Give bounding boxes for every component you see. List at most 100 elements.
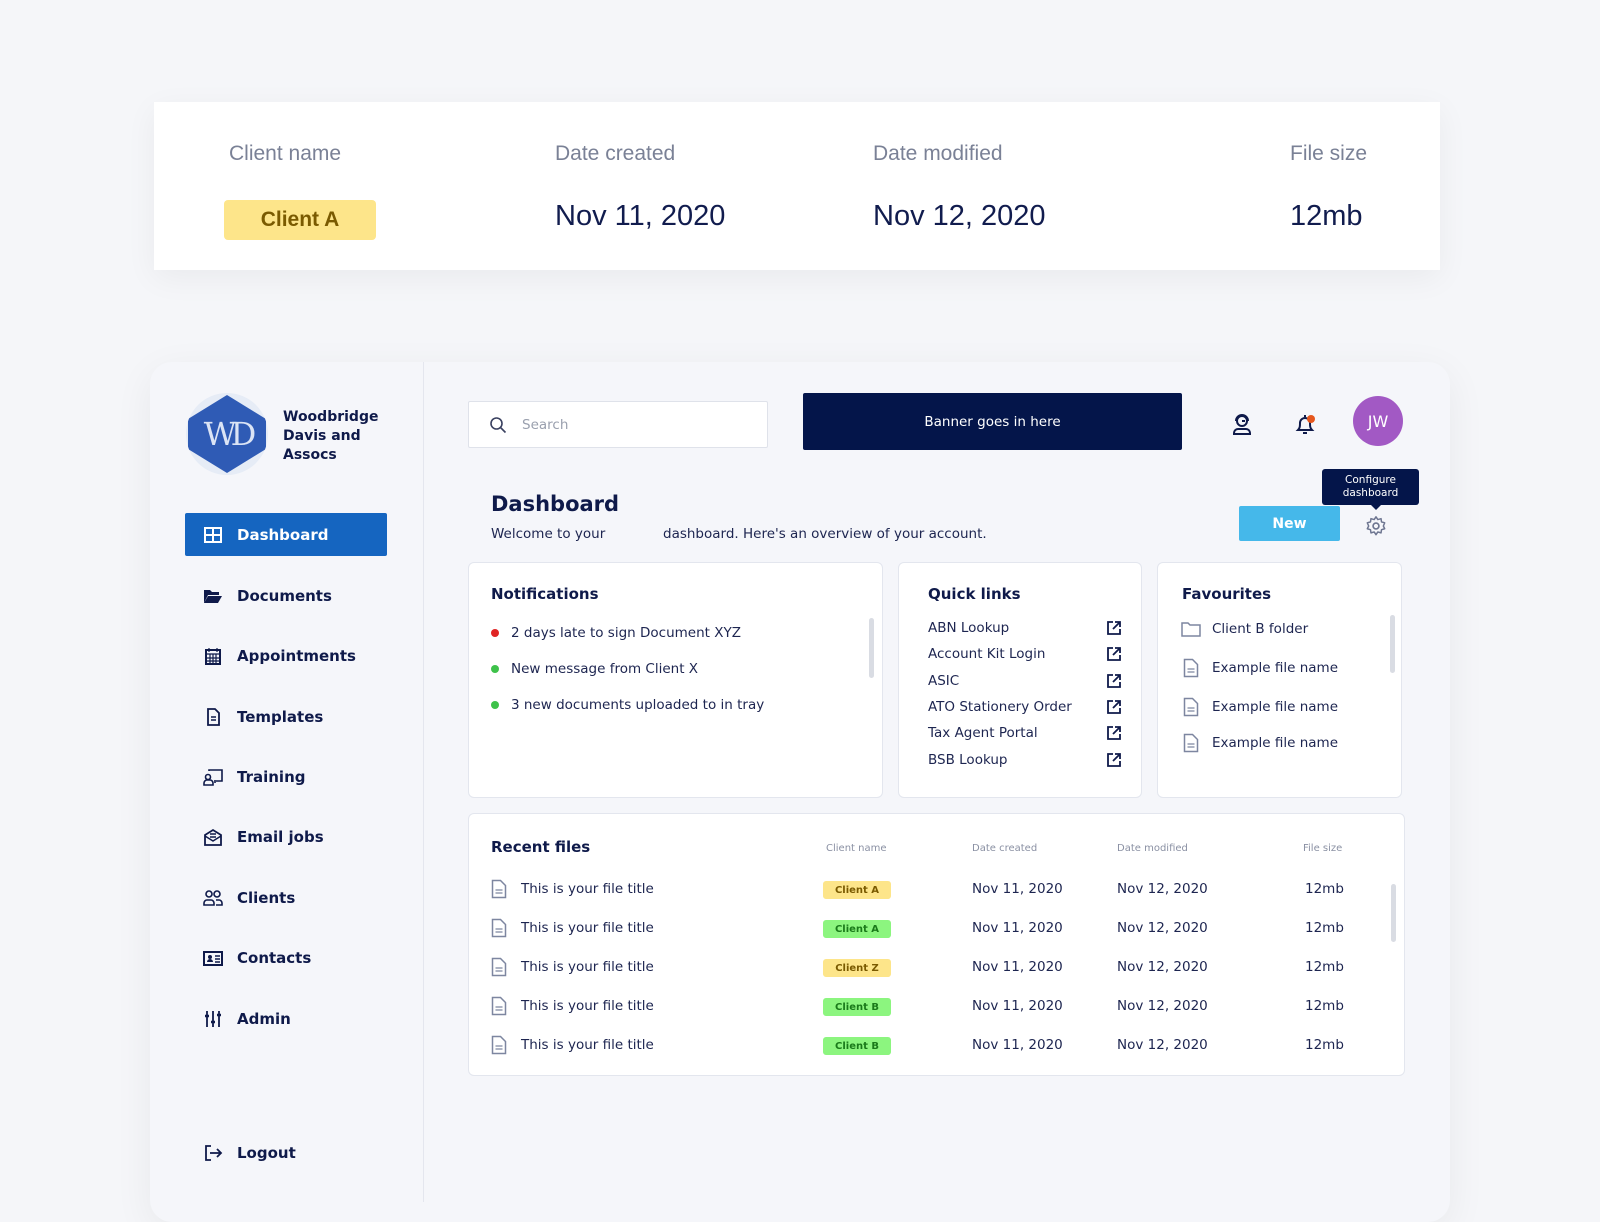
table-row[interactable]: This is your file title Client Z Nov 11,… <box>469 956 1369 980</box>
file-summary-card: Client name Date created Date modified F… <box>154 102 1440 270</box>
favourite-label: Example file name <box>1212 660 1338 676</box>
sidebar-item-templates[interactable]: Templates <box>185 695 387 738</box>
sidebar-item-clients[interactable]: Clients <box>185 876 387 919</box>
logout-button[interactable]: Logout <box>185 1131 387 1174</box>
sidebar-item-label: Contacts <box>237 948 312 967</box>
company-name-line: Woodbridge <box>283 409 379 425</box>
date-modified: Nov 12, 2020 <box>873 200 1046 232</box>
sidebar-item-label: Templates <box>237 707 324 726</box>
date-modified: Nov 12, 2020 <box>1117 959 1208 975</box>
favourite-label: Example file name <box>1212 699 1338 715</box>
notification-text: New message from Client X <box>511 661 699 677</box>
file-size: 12mb <box>1305 998 1344 1014</box>
card-title: Quick links <box>928 585 1021 603</box>
header-date-created: Date created <box>555 142 676 165</box>
quick-link-label: ABN Lookup <box>928 620 1010 636</box>
quick-link-label: Tax Agent Portal <box>928 725 1038 742</box>
notifications-bell[interactable] <box>1293 412 1317 436</box>
card-title: Favourites <box>1182 585 1272 603</box>
page-title: Dashboard <box>491 492 620 516</box>
quick-link[interactable]: ASIC <box>928 673 1122 689</box>
sidebar <box>150 362 424 1202</box>
svg-text:WD: WD <box>204 415 255 453</box>
external-link-icon <box>1107 621 1121 635</box>
logout-icon <box>205 1144 223 1161</box>
sidebar-item-dashboard[interactable]: Dashboard <box>185 513 387 556</box>
support-headset-icon[interactable] <box>1230 412 1254 436</box>
contact-card-icon <box>203 950 223 966</box>
quick-link[interactable]: ATO Stationery Order <box>928 699 1122 715</box>
quick-links-card: Quick links ABN Lookup Account Kit Login A… <box>898 562 1142 798</box>
file-size: 12mb <box>1305 920 1344 936</box>
sidebar-item-label: Email jobs <box>237 827 324 846</box>
favourite-item[interactable]: Example file name <box>1181 733 1338 753</box>
external-link-icon <box>1107 752 1121 767</box>
banner[interactable]: Banner goes in here <box>803 393 1182 450</box>
search-icon <box>490 416 507 433</box>
new-button[interactable]: New <box>1239 506 1340 541</box>
notification-item[interactable]: New message from Client X <box>491 661 698 677</box>
favourite-label: Example file name <box>1212 735 1338 751</box>
search-input[interactable]: Search <box>468 401 768 448</box>
date-modified: Nov 12, 2020 <box>1117 1037 1208 1053</box>
quick-link[interactable]: Account Kit Login <box>928 646 1122 662</box>
sidebar-item-training[interactable]: Training <box>185 755 387 798</box>
gear-icon[interactable] <box>1365 515 1387 537</box>
notification-item[interactable]: 3 new documents uploaded to in tray <box>491 697 764 713</box>
file-title: This is your file title <box>521 959 654 975</box>
notification-dot <box>1307 415 1315 423</box>
quick-link[interactable]: Tax Agent Portal <box>928 725 1122 741</box>
sidebar-item-documents[interactable]: Documents <box>185 574 387 617</box>
favourite-item[interactable]: Example file name <box>1181 697 1338 717</box>
file-icon <box>1183 733 1199 753</box>
header-date-modified: Date modified <box>873 142 1003 165</box>
sidebar-item-appointments[interactable]: Appointments <box>185 634 387 677</box>
table-row[interactable]: This is your file title Client B Nov 11,… <box>469 1034 1369 1058</box>
quick-link[interactable]: ABN Lookup <box>928 620 1122 636</box>
favourite-item[interactable]: Example file name <box>1181 658 1338 678</box>
sidebar-item-label: Admin <box>237 1009 291 1028</box>
column-header-created: Date created <box>972 843 1038 854</box>
file-icon <box>491 996 507 1016</box>
scrollbar[interactable] <box>1391 884 1396 942</box>
file-size: 12mb <box>1305 959 1344 975</box>
scrollbar[interactable] <box>869 618 874 678</box>
sidebar-item-email-jobs[interactable]: Email jobs <box>185 815 387 858</box>
date-modified: Nov 12, 2020 <box>1117 881 1208 897</box>
table-row[interactable]: This is your file title Client A Nov 11,… <box>469 917 1369 941</box>
date-created: Nov 11, 2020 <box>972 920 1063 936</box>
folder-open-icon <box>204 589 222 603</box>
file-icon <box>491 1035 507 1055</box>
sidebar-item-label: Documents <box>237 586 332 605</box>
date-created: Nov 11, 2020 <box>972 959 1063 975</box>
status-dot <box>491 701 499 709</box>
file-size: 12mb <box>1305 1037 1344 1053</box>
file-title: This is your file title <box>521 920 654 936</box>
scrollbar[interactable] <box>1390 615 1395 673</box>
quick-link-label: ASIC <box>928 672 960 689</box>
notification-item[interactable]: 2 days late to sign Document XYZ <box>491 625 741 641</box>
quick-link[interactable]: BSB Lookup <box>928 752 1122 768</box>
file-icon <box>1183 658 1199 678</box>
welcome-text-end: dashboard. Here's an overview of your ac… <box>663 526 987 542</box>
email-icon <box>204 828 222 846</box>
configure-dashboard-tooltip: Configure dashboard <box>1322 469 1419 505</box>
table-row[interactable]: This is your file title Client B Nov 11,… <box>469 995 1369 1019</box>
sidebar-item-label: Training <box>237 767 306 786</box>
favourite-item[interactable]: Client B folder <box>1181 621 1308 637</box>
favourite-label: Client B folder <box>1212 621 1309 637</box>
file-title: This is your file title <box>521 998 654 1014</box>
quick-link-label: ATO Stationery Order <box>928 698 1072 715</box>
date-modified: Nov 12, 2020 <box>1117 920 1208 936</box>
company-logo: WD <box>186 393 268 475</box>
table-row[interactable]: This is your file title Client A Nov 11,… <box>469 878 1369 902</box>
company-name-line: Davis and <box>283 428 361 444</box>
sidebar-item-contacts[interactable]: Contacts <box>185 936 387 979</box>
quick-link-label: BSB Lookup <box>928 751 1008 768</box>
client-chip: Client A <box>224 200 376 240</box>
search-placeholder: Search <box>522 416 569 433</box>
sidebar-item-admin[interactable]: Admin <box>185 997 387 1040</box>
avatar[interactable]: JW <box>1353 396 1403 446</box>
document-icon <box>207 707 220 726</box>
sidebar-item-label: Appointments <box>237 646 356 665</box>
